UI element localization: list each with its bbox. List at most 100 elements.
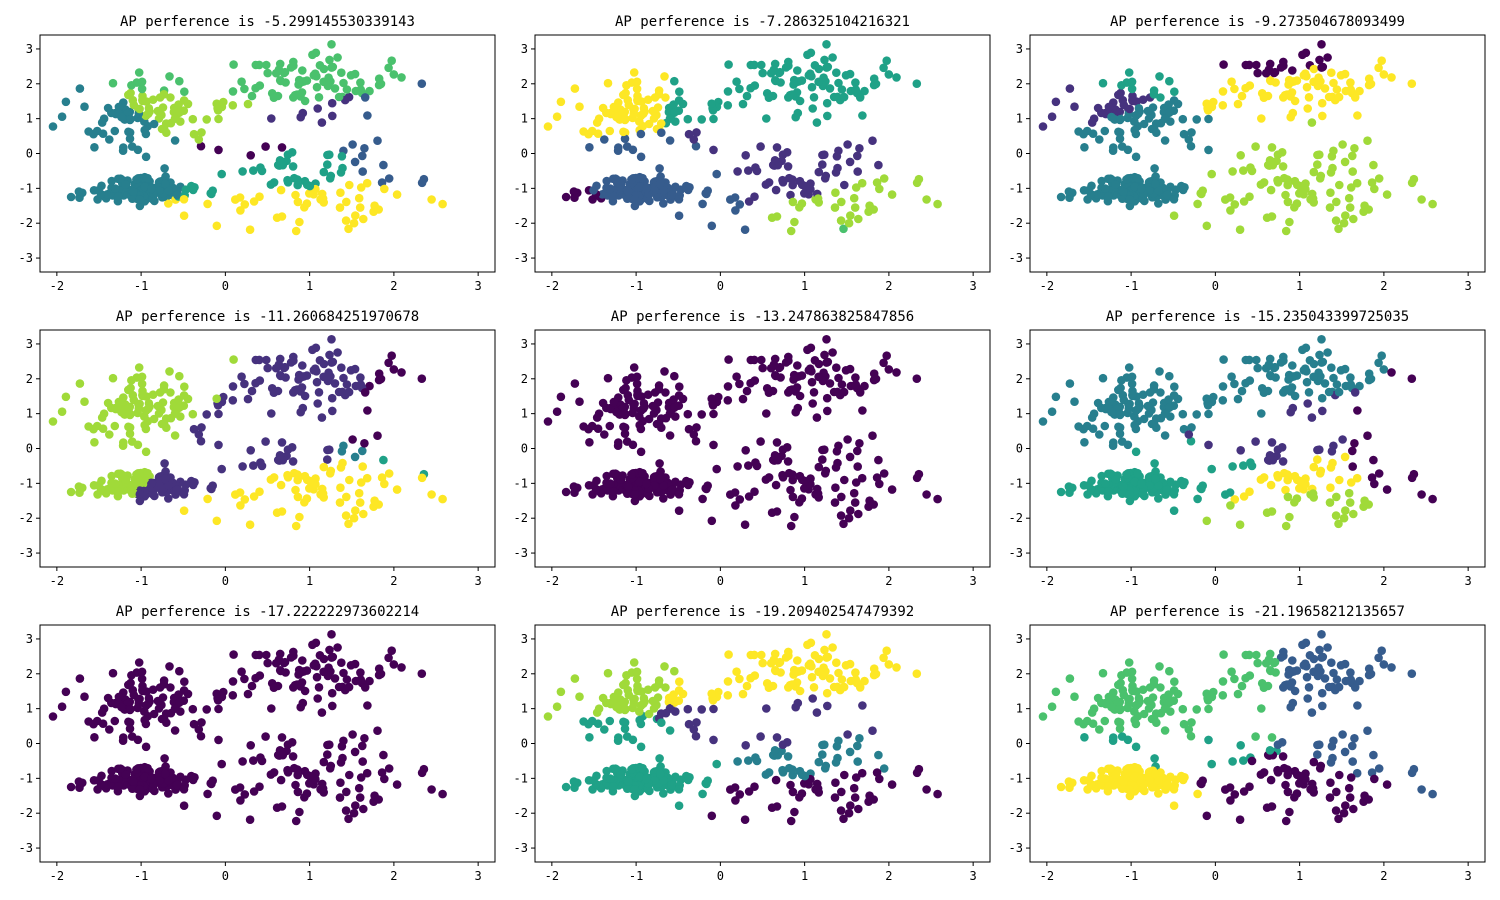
y-tick-label: -3 xyxy=(19,841,33,855)
scatter-point xyxy=(312,367,321,376)
scatter-point xyxy=(630,490,640,499)
scatter-point xyxy=(323,455,332,464)
scatter-point xyxy=(735,84,744,94)
scatter-point xyxy=(351,506,360,515)
scatter-point xyxy=(1324,92,1334,102)
scatter-point xyxy=(1387,73,1396,82)
scatter-point xyxy=(172,485,182,495)
x-tick-label: 1 xyxy=(306,869,313,883)
scatter-point xyxy=(348,730,357,739)
scatter-point xyxy=(612,112,621,122)
scatter-point xyxy=(655,459,664,468)
scatter-point xyxy=(291,816,301,826)
scatter-point xyxy=(276,480,286,490)
scatter-point xyxy=(556,392,566,402)
scatter-point xyxy=(1095,135,1104,144)
scatter-point xyxy=(348,140,357,149)
scatter-point xyxy=(1253,68,1262,78)
scatter-point xyxy=(1070,397,1079,407)
scatter-point xyxy=(1350,734,1359,743)
scatter-point xyxy=(758,658,767,668)
scatter-point xyxy=(912,374,922,384)
scatter-point xyxy=(752,756,762,766)
scatter-point xyxy=(807,82,817,92)
scatter-point xyxy=(869,795,878,804)
scatter-point xyxy=(1288,108,1298,118)
scatter-point xyxy=(356,78,365,87)
scatter-point xyxy=(1160,114,1170,123)
scatter-point xyxy=(389,70,399,79)
scatter-point xyxy=(90,143,99,152)
scatter-point xyxy=(1098,78,1108,88)
scatter-point xyxy=(1278,752,1288,761)
scatter-point xyxy=(1407,79,1417,88)
scatter-point xyxy=(1355,381,1364,391)
scatter-point xyxy=(1377,56,1386,65)
scatter-point xyxy=(1080,733,1089,742)
scatter-point xyxy=(674,96,684,105)
scatter-point xyxy=(771,775,781,785)
scatter-point xyxy=(622,732,632,741)
scatter-point xyxy=(236,501,245,510)
subplot-7: AP perference is -17.222222973602214-2 -1… xyxy=(19,604,496,883)
scatter-point xyxy=(1336,366,1346,375)
scatter-point xyxy=(292,680,302,689)
scatter-point xyxy=(389,660,399,669)
scatter-point xyxy=(793,108,803,118)
scatter-point xyxy=(277,438,287,447)
scatter-point xyxy=(795,686,805,696)
scatter-point xyxy=(844,218,854,228)
scatter-point xyxy=(302,494,312,503)
scatter-point xyxy=(1204,145,1213,155)
scatter-point xyxy=(336,168,346,177)
scatter-point xyxy=(670,108,679,117)
scatter-point xyxy=(772,507,782,516)
scatter-point xyxy=(879,764,889,773)
scatter-point xyxy=(793,656,802,665)
scatter-point xyxy=(1369,750,1378,760)
scatter-point xyxy=(633,95,642,105)
scatter-point xyxy=(1341,801,1350,810)
scatter-point xyxy=(825,379,835,388)
scatter-point xyxy=(166,93,175,102)
scatter-point xyxy=(245,815,255,824)
scatter-point xyxy=(289,352,298,362)
scatter-point xyxy=(249,787,259,796)
x-tick-label: -1 xyxy=(134,574,148,588)
x-tick-label: -1 xyxy=(629,279,643,293)
scatter-point xyxy=(1379,70,1389,79)
scatter-point xyxy=(1138,390,1148,400)
scatter-point xyxy=(875,479,884,489)
scatter-point xyxy=(97,118,107,127)
scatter-point xyxy=(639,404,648,414)
scatter-point xyxy=(1315,350,1324,360)
scatter-point xyxy=(327,63,336,72)
y-tick-label: -1 xyxy=(514,476,528,490)
scatter-point xyxy=(1226,501,1235,510)
scatter-point xyxy=(289,763,299,773)
scatter-point xyxy=(302,789,312,798)
scatter-point xyxy=(661,388,670,397)
x-tick-label: 0 xyxy=(1212,869,1219,883)
scatter-point xyxy=(363,111,372,120)
scatter-point xyxy=(851,183,861,192)
scatter-point xyxy=(1340,157,1350,167)
scatter-point xyxy=(575,692,584,701)
scatter-point xyxy=(341,216,351,225)
scatter-point xyxy=(214,735,223,745)
scatter-point xyxy=(124,717,133,727)
scatter-point xyxy=(822,688,832,698)
scatter-point xyxy=(585,733,594,742)
scatter-point xyxy=(305,181,315,191)
scatter-point xyxy=(341,806,351,815)
scatter-point xyxy=(238,462,247,471)
scatter-point xyxy=(1374,63,1383,73)
scatter-point xyxy=(1104,397,1114,407)
scatter-point xyxy=(355,793,365,802)
scatter-point xyxy=(1165,76,1174,86)
scatter-point xyxy=(61,97,71,107)
scatter-point xyxy=(1151,474,1160,484)
scatter-point xyxy=(119,733,128,742)
scatter-point xyxy=(110,774,120,783)
scatter-point xyxy=(113,487,123,496)
